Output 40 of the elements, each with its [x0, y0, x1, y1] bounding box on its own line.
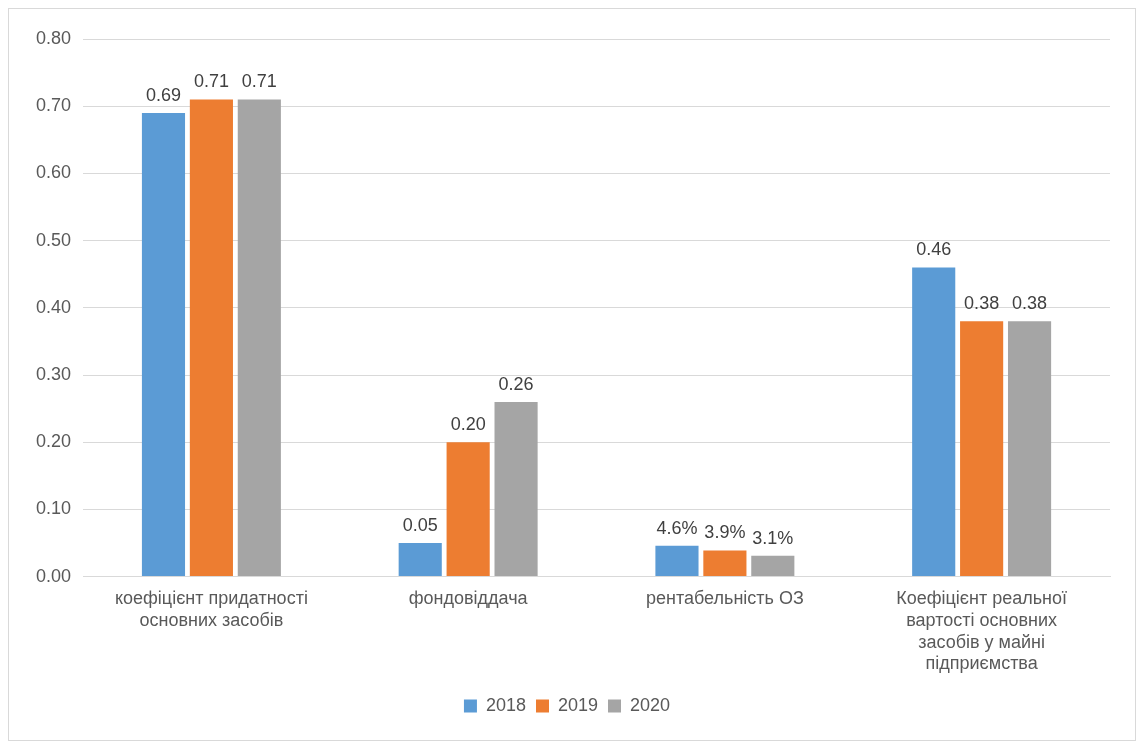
data-label: 3.9% [704, 522, 746, 543]
data-label: 0.46 [916, 239, 952, 260]
data-label: 3.1% [752, 527, 794, 548]
y-tick-label: 0.70 [35, 95, 72, 116]
y-tick-label: 0.60 [35, 162, 72, 183]
y-tick-label: 0.80 [35, 27, 72, 48]
data-label: 0.38 [964, 293, 1000, 314]
legend-label: 2019 [557, 694, 599, 715]
bar [398, 543, 442, 577]
legend-label: 2018 [485, 694, 526, 715]
y-tick-label: 0.20 [35, 431, 72, 452]
bar [237, 99, 281, 577]
y-tick-label: 0.30 [35, 363, 72, 384]
bar [912, 267, 956, 577]
bar [751, 555, 795, 577]
bar [960, 321, 1004, 577]
data-label: 0.71 [193, 71, 229, 92]
bar [1007, 321, 1052, 577]
y-tick-label: 0.50 [35, 229, 72, 250]
data-label: 0.05 [402, 514, 438, 535]
legend-label: 2020 [630, 694, 671, 715]
y-tick-label: 0.10 [35, 498, 72, 519]
x-tick-label: коефіцієнт придатності основних засобів [114, 588, 308, 630]
x-tick-label: Коефіцієнт реальної вартості основних засобів у майні підприємства [896, 588, 1068, 674]
bar [494, 401, 538, 577]
data-label: 0.20 [450, 414, 486, 435]
bar [446, 442, 490, 577]
y-tick-label: 0.40 [35, 296, 72, 317]
data-label: 4.6% [656, 517, 698, 538]
bar [189, 99, 233, 577]
data-label: 0.69 [145, 84, 181, 105]
data-label: 0.71 [241, 71, 277, 92]
x-tick-label: рентабельність ОЗ [645, 588, 804, 609]
bar [703, 550, 747, 577]
data-label: 0.26 [498, 373, 534, 394]
y-tick-label: 0.00 [35, 565, 72, 586]
x-tick-label: фондовіддача [408, 588, 529, 609]
bar [655, 545, 699, 577]
bar [141, 112, 186, 577]
data-label: 0.38 [1012, 293, 1048, 314]
